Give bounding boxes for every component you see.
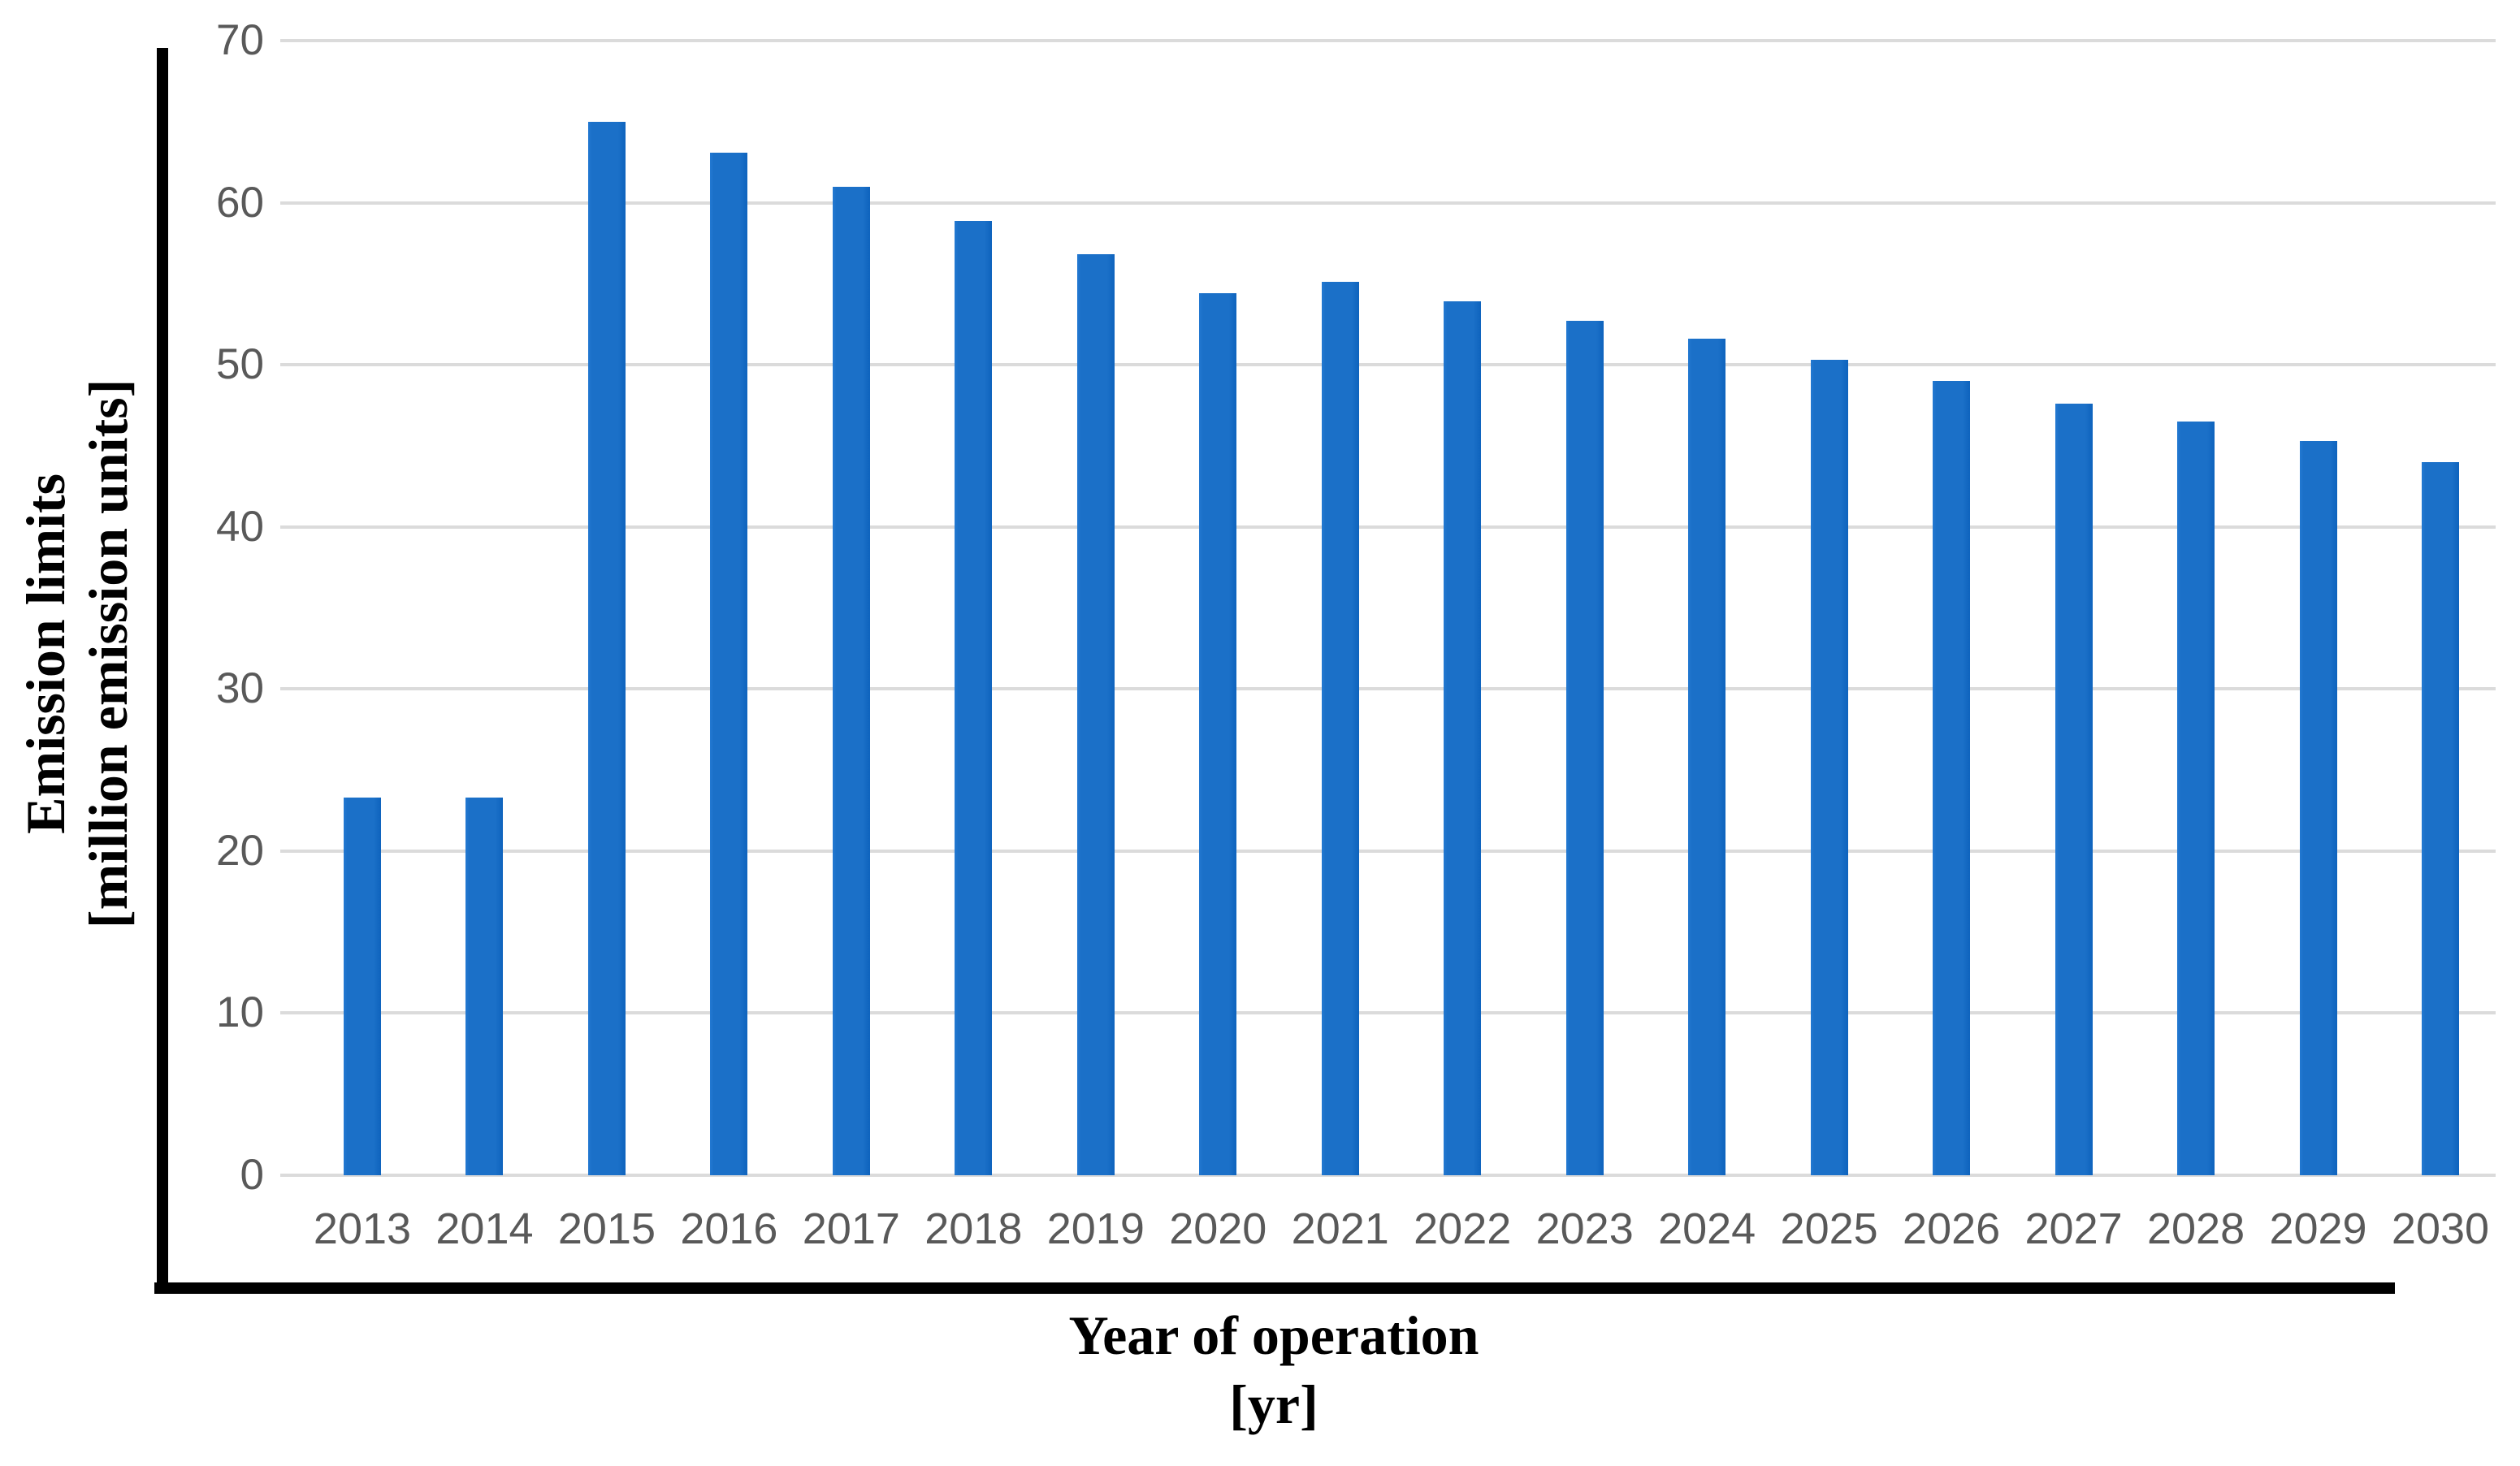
bar-2024 [1688,339,1726,1175]
y-tick-label-40: 40 [216,502,264,551]
bar-2026 [1933,381,1971,1175]
y-tick-label-60: 60 [216,178,264,227]
x-tick-label-2026: 2026 [1903,1204,2001,1253]
x-tick-label-2027: 2027 [2024,1204,2123,1253]
x-axis-title-line2: [yr] [1229,1373,1318,1435]
x-axis-line [154,1282,2395,1294]
x-tick-label-2030: 2030 [2391,1204,2490,1253]
gridline-60 [280,201,2496,205]
bar-2021 [1321,282,1359,1175]
bar-2017 [832,186,870,1175]
x-tick-label-2019: 2019 [1046,1204,1145,1253]
bar-2019 [1076,254,1115,1175]
x-tick-label-2017: 2017 [802,1204,900,1253]
bar-2028 [2177,421,2215,1175]
bar-2022 [1444,301,1482,1175]
gridline-50 [280,363,2496,367]
bar-2029 [2299,440,2337,1175]
y-tick-label-10: 10 [216,988,264,1037]
x-tick-label-2015: 2015 [557,1204,656,1253]
x-tick-label-2024: 2024 [1658,1204,1756,1253]
gridline-30 [280,687,2496,691]
bar-2023 [1565,321,1604,1175]
bar-2015 [587,121,626,1175]
y-axis-line [157,48,168,1293]
x-tick-label-2020: 2020 [1169,1204,1267,1253]
bar-2020 [1199,293,1237,1175]
gridline-40 [280,525,2496,529]
gridline-10 [280,1011,2496,1015]
x-tick-label-2023: 2023 [1535,1204,1634,1253]
y-tick-label-0: 0 [240,1151,264,1199]
bar-2018 [955,220,993,1175]
bar-2030 [2421,461,2459,1175]
y-tick-label-70: 70 [216,16,264,64]
x-tick-label-2014: 2014 [435,1204,534,1253]
y-axis-title: Emission limits [million emission units] [15,288,140,1019]
x-tick-label-2029: 2029 [2269,1204,2367,1253]
x-axis-title-line1: Year of operation [1068,1304,1479,1366]
x-tick-label-2025: 2025 [1780,1204,1878,1253]
x-tick-label-2018: 2018 [924,1204,1023,1253]
gridline-0 [280,1174,2496,1177]
bar-2027 [2055,404,2093,1175]
x-tick-label-2016: 2016 [680,1204,778,1253]
bar-2016 [710,152,748,1175]
y-tick-label-30: 30 [216,664,264,713]
y-tick-label-50: 50 [216,340,264,389]
x-axis-title: Year of operation [yr] [705,1301,1842,1439]
bar-2014 [465,797,504,1175]
x-tick-label-2022: 2022 [1414,1204,1512,1253]
x-tick-label-2028: 2028 [2146,1204,2245,1253]
bar-2025 [1810,360,1848,1175]
y-axis-title-line1: Emission limits [15,473,77,834]
y-tick-label-20: 20 [216,826,264,875]
y-axis-title-line2: [million emission units] [77,378,139,928]
x-tick-label-2013: 2013 [313,1204,412,1253]
bar-2013 [344,797,381,1175]
gridline-70 [280,39,2496,42]
gridline-20 [280,849,2496,853]
x-tick-label-2021: 2021 [1291,1204,1389,1253]
